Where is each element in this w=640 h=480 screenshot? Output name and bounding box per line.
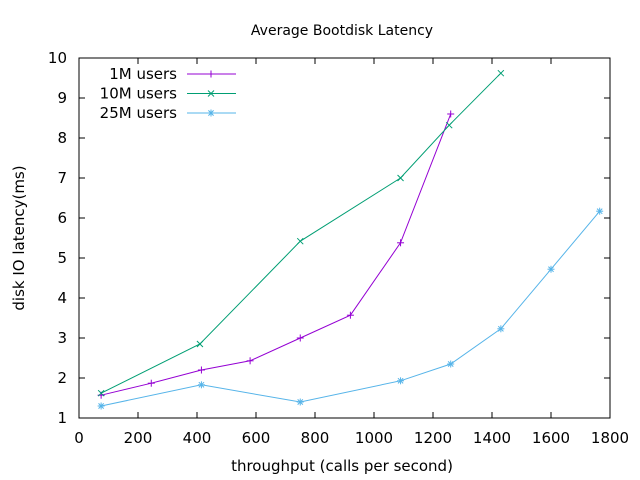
y-axis-label: disk IO latency(ms)	[10, 165, 28, 310]
legend-label: 10M users	[100, 85, 178, 103]
series-line-1	[100, 113, 452, 396]
data-point-series-1	[296, 334, 304, 342]
legend-label: 25M users	[100, 104, 178, 122]
data-point-series-1	[147, 379, 155, 387]
y-tick-label: 4	[57, 289, 67, 307]
x-tick-label: 1600	[532, 429, 570, 447]
data-point-series-2	[196, 340, 204, 348]
data-point-series-3	[397, 377, 405, 385]
data-point-series-3	[596, 207, 604, 215]
data-point-series-2	[445, 121, 453, 129]
data-point-series-1	[346, 311, 354, 319]
legend-marker-2	[207, 90, 215, 97]
series-line-3	[100, 210, 601, 407]
data-point-series-2	[97, 389, 105, 397]
data-point-series-3	[296, 398, 304, 406]
data-point-series-3	[547, 265, 555, 273]
legend-label: 1M users	[109, 65, 177, 83]
legend-marker-3	[207, 109, 215, 117]
x-tick-label: 1200	[414, 429, 452, 447]
chart-title: Average Bootdisk Latency	[251, 23, 433, 39]
x-axis-label: throughput (calls per second)	[231, 457, 453, 475]
series-line-2	[100, 72, 502, 394]
x-tick-label: 1000	[355, 429, 393, 447]
data-point-series-1	[397, 239, 405, 247]
series-layer	[97, 69, 604, 410]
y-tick-label: 5	[57, 249, 67, 267]
x-tick-label: 1800	[591, 429, 629, 447]
plot-frame	[78, 57, 611, 419]
axis-ticks	[78, 57, 611, 419]
legend-marker-1	[207, 70, 215, 78]
data-point-series-1	[197, 366, 205, 374]
data-point-series-3	[497, 325, 505, 333]
data-point-series-1	[447, 110, 455, 118]
y-tick-label: 2	[57, 369, 67, 387]
x-tick-label: 400	[183, 429, 212, 447]
x-tick-label: 800	[301, 429, 330, 447]
x-tick-label: 600	[242, 429, 271, 447]
data-point-series-1	[246, 357, 254, 365]
y-tick-label: 9	[57, 89, 67, 107]
y-tick-label: 3	[57, 329, 67, 347]
y-tick-label: 6	[57, 209, 67, 227]
data-point-series-3	[197, 381, 205, 389]
data-point-series-2	[296, 237, 304, 245]
data-point-series-2	[497, 69, 505, 77]
data-point-series-3	[97, 402, 105, 410]
data-point-series-3	[447, 360, 455, 368]
y-tick-label: 7	[57, 169, 67, 187]
y-tick-label: 10	[48, 49, 67, 67]
y-tick-label: 1	[57, 409, 67, 427]
axis-tick-labels: 0 200 400 600 800 1000 1200 1400 1600 1800 1 2 3 4 5 6 7…	[48, 49, 629, 447]
x-tick-label: 0	[74, 429, 84, 447]
x-tick-label: 1400	[473, 429, 511, 447]
x-tick-label: 200	[124, 429, 153, 447]
data-point-series-2	[397, 174, 404, 182]
y-tick-label: 8	[57, 129, 67, 147]
